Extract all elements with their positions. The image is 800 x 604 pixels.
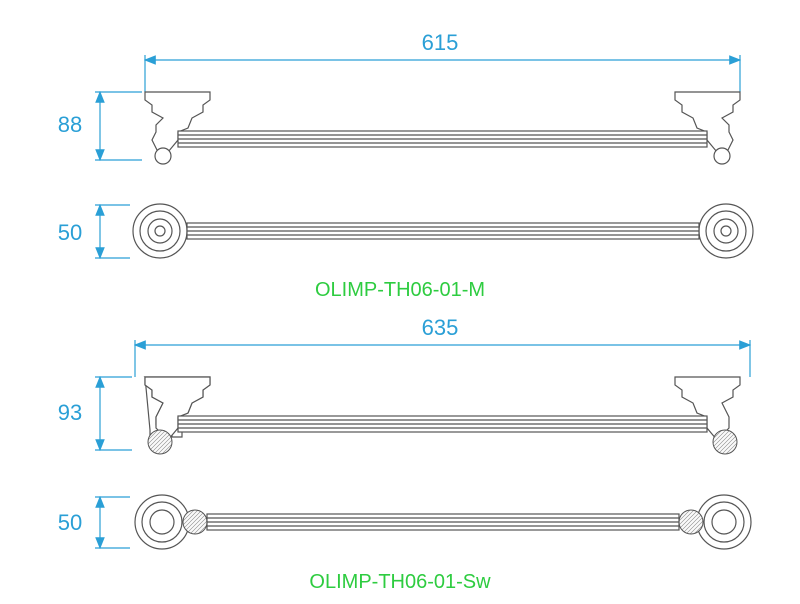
dim-side-text-2: 50 (58, 510, 82, 535)
product2-label: OLIMP-TH06-01-Sw (309, 571, 491, 593)
product1-label: OLIMP-TH06-01-M (315, 279, 485, 301)
dim-width-text-1: 615 (422, 30, 459, 55)
product1-top (133, 204, 753, 258)
product2-top (135, 495, 751, 549)
dim-height-text-2: 93 (58, 400, 82, 425)
product2-front (145, 377, 740, 454)
product1-front (145, 92, 740, 164)
drawing-canvas: 615 88 50 OL (0, 0, 800, 604)
dim-height-text-1: 88 (58, 112, 82, 137)
dim-width-text-2: 635 (422, 315, 459, 340)
dim-side-text-1: 50 (58, 220, 82, 245)
